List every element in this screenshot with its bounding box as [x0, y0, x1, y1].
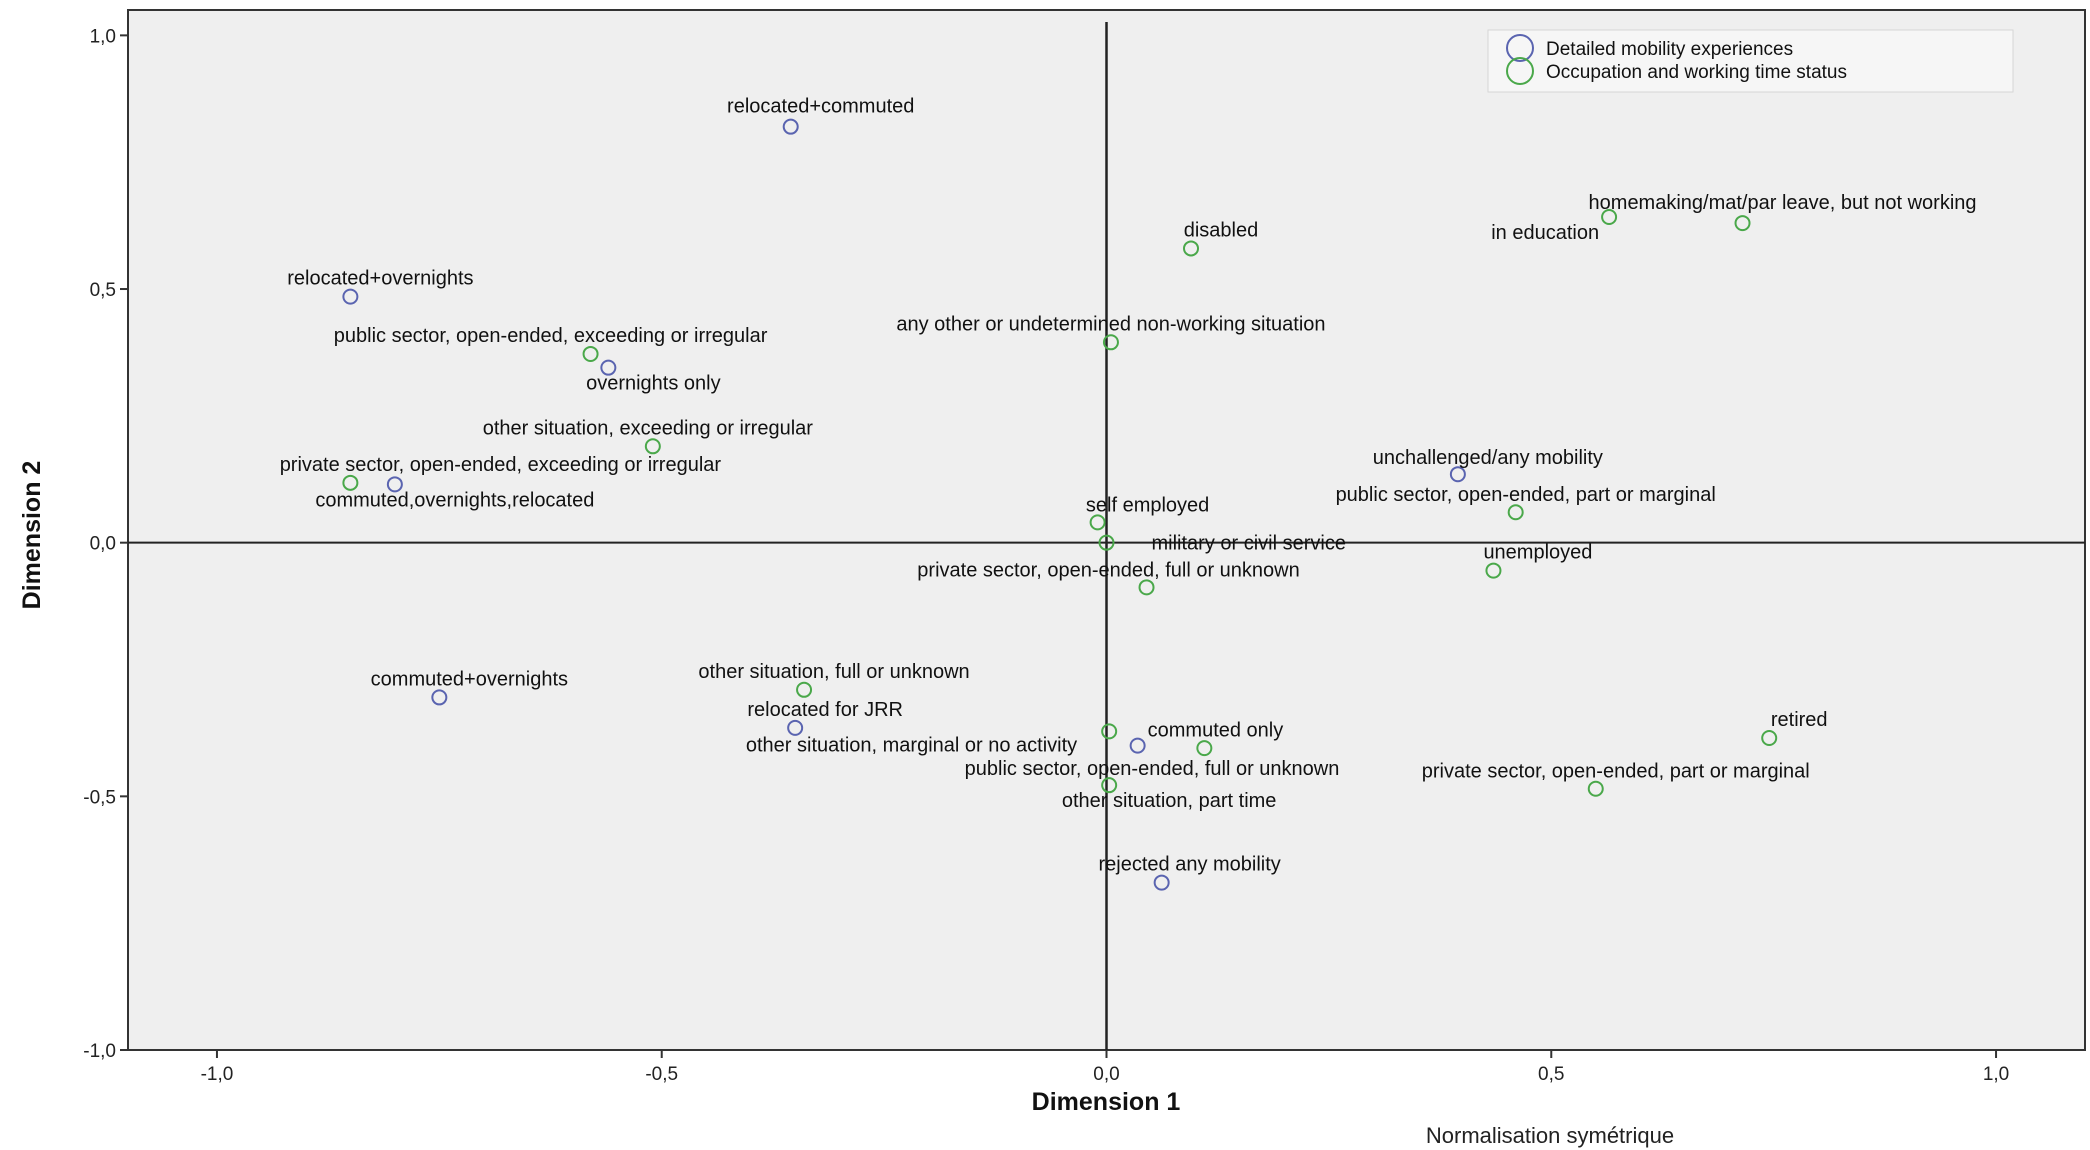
label-public-sector-open-ended-exceeding-or-irregular: public sector, open-ended, exceeding or … [334, 325, 768, 347]
point-unchallenged-any-mobility [1449, 466, 1466, 483]
label-retired: retired [1771, 709, 1828, 731]
point-self-employed [1089, 514, 1106, 531]
point-other-situation-marginal-or-no-activity [1101, 723, 1118, 740]
point-any-other-or-undetermined-non-working-situation [1102, 334, 1119, 351]
label-relocated-overnights: relocated+overnights [287, 268, 473, 290]
point-unemployed [1485, 562, 1502, 579]
point-public-sector-open-ended-exceeding-or-irregular [582, 345, 599, 362]
point-military-or-civil-service [1098, 534, 1115, 551]
x-tick-label: 0,0 [1093, 1064, 1119, 1085]
point-private-sector-open-ended-part-or-marginal [1587, 780, 1604, 797]
point-private-sector-open-ended-full-or-unknown [1138, 579, 1155, 596]
label-other-situation-exceeding-or-irregular: other situation, exceeding or irregular [483, 417, 814, 439]
point-commuted-overnights [431, 689, 448, 706]
legend-label-occupation: Occupation and working time status [1546, 62, 1847, 83]
point-public-sector-open-ended-part-or-marginal [1507, 504, 1524, 521]
label-in-education: in education [1491, 222, 1599, 244]
data-points [342, 118, 1778, 891]
x-tick-label: 1,0 [1983, 1064, 2009, 1085]
legend-box [1487, 29, 2014, 93]
label-unemployed: unemployed [1483, 542, 1592, 564]
label-relocated-commuted: relocated+commuted [727, 96, 914, 118]
label-private-sector-open-ended-exceeding-or-irregular: private sector, open-ended, exceeding or… [280, 454, 722, 476]
label-relocated-for-jrr: relocated for JRR [747, 699, 903, 721]
label-commuted-overnights-relocated: commuted,overnights,relocated [315, 489, 594, 511]
point-commuted-overnights-relocated [386, 476, 403, 493]
label-homemaking-mat-par-leave-but-not-working: homemaking/mat/par leave, but not workin… [1589, 192, 1977, 214]
point-other-situation-exceeding-or-irregular [644, 438, 661, 455]
point-other-situation-full-or-unknown [796, 681, 813, 698]
point-public-sector-open-ended-full-or-unknown [1196, 740, 1213, 757]
axis-ticks: -1,0 -0,5 0,0 0,5 1,0 -1,0 -0,5 0,0 0,5 1,0 [83, 26, 2009, 1085]
point-private-sector-open-ended-exceeding-or-irregular [342, 474, 359, 491]
label-unchallenged-any-mobility: unchallenged/any mobility [1373, 447, 1603, 469]
legend: Detailed mobility experiences Occupation… [1487, 29, 2014, 93]
label-public-sector-open-ended-part-or-marginal: public sector, open-ended, part or margi… [1336, 484, 1716, 506]
label-commuted-only: commuted only [1148, 720, 1284, 742]
label-military-or-civil-service: military or civil service [1152, 533, 1346, 555]
label-other-situation-marginal-or-no-activity: other situation, marginal or no activity [746, 734, 1077, 756]
y-tick-label: 0,5 [90, 280, 116, 301]
label-any-other-or-undetermined-non-working-situation: any other or undetermined non-working si… [896, 313, 1325, 335]
label-rejected-any-mobility: rejected any mobility [1098, 854, 1280, 876]
legend-marker-occupation [1506, 57, 1534, 85]
x-tick-label: -1,0 [201, 1064, 234, 1085]
point-in-education [1601, 208, 1618, 225]
y-axis-title: Dimension 2 [18, 461, 46, 610]
label-private-sector-open-ended-part-or-marginal: private sector, open-ended, part or marg… [1422, 761, 1810, 783]
point-relocated-for-jrr [787, 719, 804, 736]
legend-label-detailed-mobility: Detailed mobility experiences [1546, 39, 1793, 60]
y-tick-label: 0,0 [90, 534, 116, 555]
point-retired [1761, 730, 1778, 746]
point-disabled [1183, 240, 1200, 257]
label-self-employed: self employed [1086, 494, 1209, 516]
label-commuted-overnights: commuted+overnights [371, 668, 568, 690]
label-disabled: disabled [1184, 219, 1259, 241]
point-relocated-overnights [342, 288, 359, 305]
y-tick-label: -0,5 [83, 787, 116, 808]
point-homemaking-mat-par-leave-but-not-working [1734, 215, 1751, 232]
label-other-situation-full-or-unknown: other situation, full or unknown [698, 661, 969, 683]
legend-marker-detailed-mobility [1506, 34, 1534, 62]
point-labels: relocated+commuted relocated+overnights ov… [280, 96, 1977, 876]
y-tick-label: -1,0 [83, 1041, 116, 1062]
point-overnights-only [600, 359, 617, 376]
normalisation-footnote: Normalisation symétrique [1426, 1123, 1674, 1148]
label-public-sector-open-ended-full-or-unknown: public sector, open-ended, full or unkno… [965, 758, 1340, 780]
point-rejected-any-mobility [1153, 874, 1170, 891]
x-tick-label: 0,5 [1538, 1064, 1564, 1085]
x-axis-title: Dimension 1 [1032, 1088, 1181, 1116]
label-overnights-only: overnights only [586, 373, 721, 395]
point-other-situation-part-time [1101, 777, 1118, 794]
label-other-situation-part-time: other situation, part time [1062, 790, 1277, 812]
x-tick-label: -0,5 [645, 1064, 678, 1085]
point-relocated-commuted [782, 118, 799, 135]
point-commuted-only [1129, 737, 1146, 754]
label-private-sector-open-ended-full-or-unknown: private sector, open-ended, full or unkn… [917, 559, 1299, 581]
y-tick-label: 1,0 [90, 26, 116, 47]
